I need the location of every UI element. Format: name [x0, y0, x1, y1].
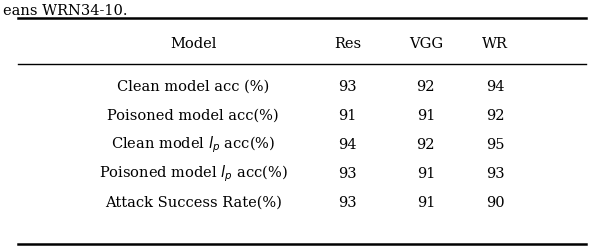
Text: WR: WR	[483, 37, 508, 51]
Text: 91: 91	[417, 109, 435, 123]
Text: 92: 92	[417, 138, 435, 152]
Text: VGG: VGG	[409, 37, 443, 51]
Text: 94: 94	[338, 138, 356, 152]
Text: 91: 91	[338, 109, 356, 123]
Text: 92: 92	[486, 109, 504, 123]
Text: 93: 93	[338, 196, 356, 210]
Text: eans WRN34-10.: eans WRN34-10.	[3, 4, 127, 18]
Text: 94: 94	[486, 80, 504, 94]
Text: Clean model $l_p$ acc(%): Clean model $l_p$ acc(%)	[111, 135, 275, 155]
Text: 92: 92	[417, 80, 435, 94]
Text: 93: 93	[486, 167, 504, 181]
Text: Poisoned model $l_p$ acc(%): Poisoned model $l_p$ acc(%)	[99, 164, 288, 184]
Text: Attack Success Rate(%): Attack Success Rate(%)	[105, 196, 281, 210]
Text: 95: 95	[486, 138, 504, 152]
Text: Model: Model	[170, 37, 216, 51]
Text: 90: 90	[486, 196, 504, 210]
Text: 93: 93	[338, 167, 356, 181]
Text: 91: 91	[417, 196, 435, 210]
Text: 93: 93	[338, 80, 356, 94]
Text: Res: Res	[334, 37, 361, 51]
Text: Clean model acc (%): Clean model acc (%)	[117, 80, 269, 94]
Text: Poisoned model acc(%): Poisoned model acc(%)	[108, 109, 279, 123]
Text: 91: 91	[417, 167, 435, 181]
